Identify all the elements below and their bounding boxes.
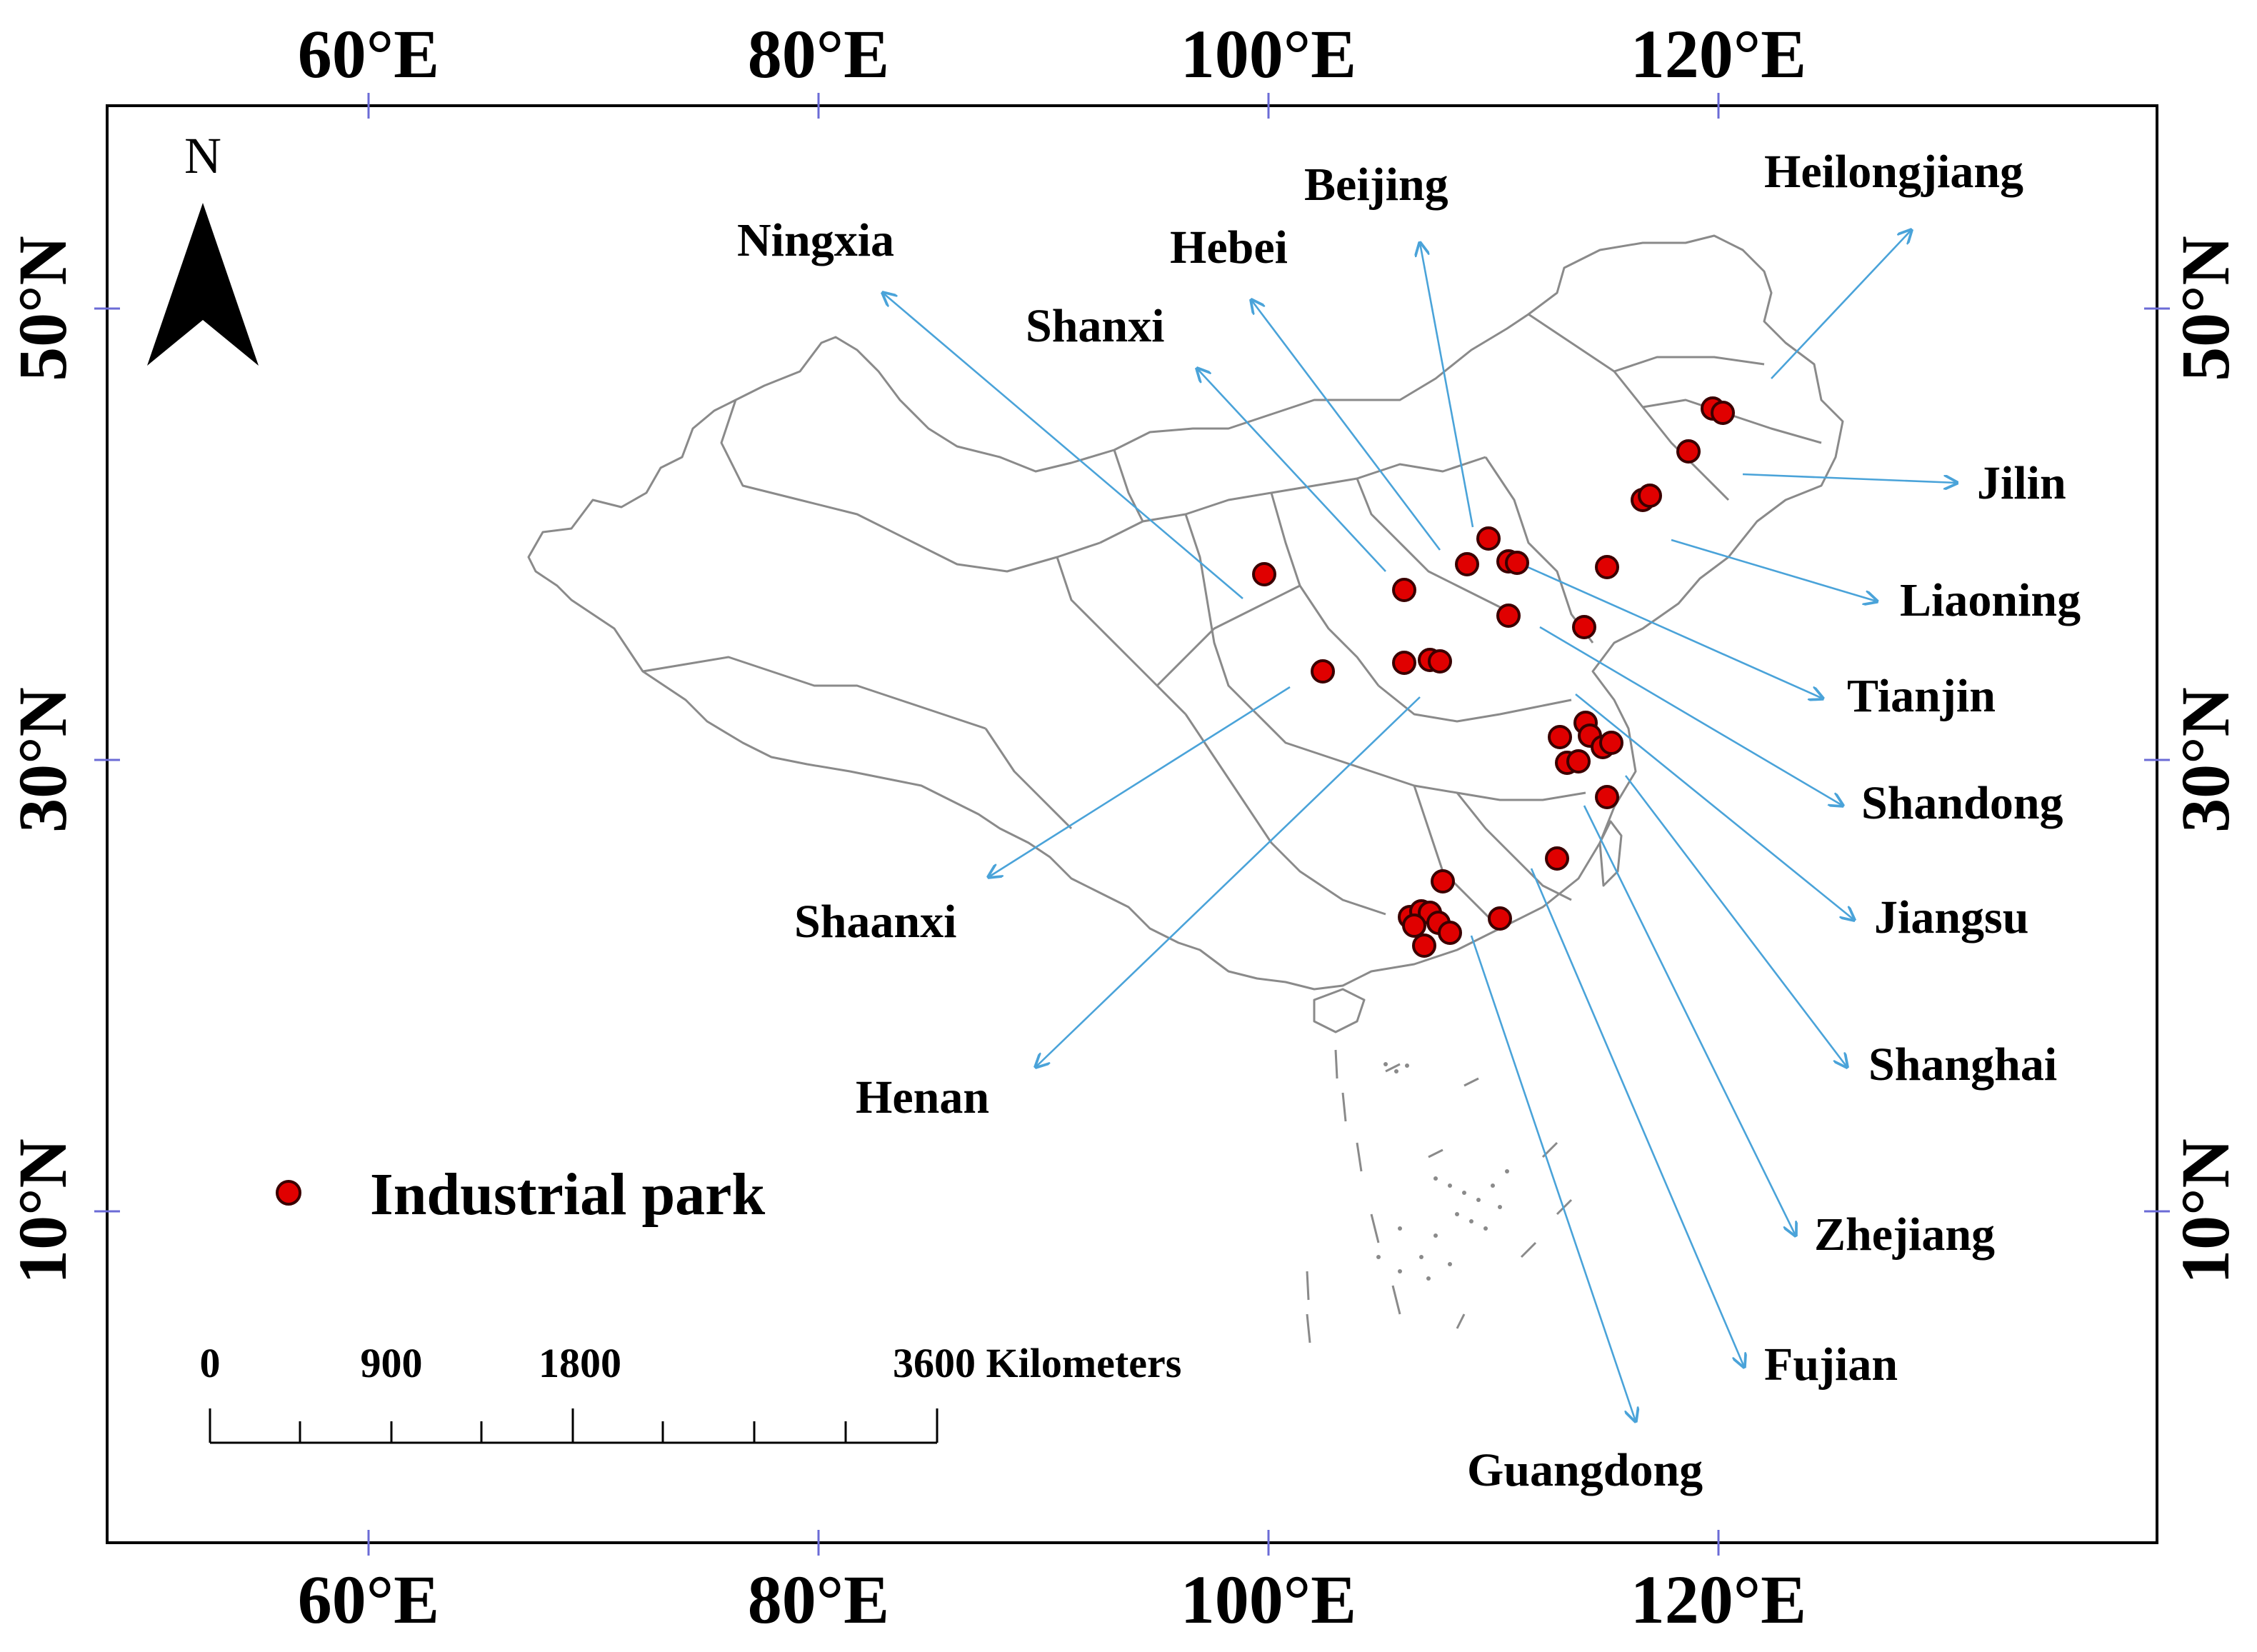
province-label-henan: Henan xyxy=(856,1071,989,1123)
scale-bar: 0 900 1800 3600 Kilometers xyxy=(200,1340,1181,1444)
legend-park-symbol xyxy=(276,1180,301,1206)
top-axis-label: 100°E xyxy=(1181,16,1356,92)
province-label-heilongjiang: Heilongjiang xyxy=(1764,146,2023,198)
province-label-shanxi: Shanxi xyxy=(1026,300,1164,352)
industrial-park-marker xyxy=(1505,551,1529,575)
industrial-park-marker xyxy=(1455,552,1479,576)
province-label-hebei: Hebei xyxy=(1170,221,1288,274)
industrial-park-marker xyxy=(1428,649,1452,674)
industrial-park-marker xyxy=(1548,725,1572,749)
province-label-beijing: Beijing xyxy=(1304,159,1448,211)
graticule-ticks xyxy=(94,93,2170,1556)
industrial-park-marker xyxy=(1438,921,1462,945)
province-label-shaanxi: Shaanxi xyxy=(794,896,956,948)
industrial-park-marker xyxy=(1638,484,1662,508)
scale-label: 900 xyxy=(361,1340,423,1386)
industrial-park-marker xyxy=(1595,555,1619,579)
industrial-park-marker xyxy=(1311,659,1335,684)
province-label-jilin: Jilin xyxy=(1977,457,2066,509)
industrial-park-marker xyxy=(1412,933,1436,958)
scale-label: 3600 Kilometers xyxy=(893,1340,1181,1386)
province-label-jiangsu: Jiangsu xyxy=(1874,891,2028,943)
province-label-liaoning: Liaoning xyxy=(1900,574,2081,626)
bottom-axis-label: 60°E xyxy=(298,1561,439,1638)
scale-label: 0 xyxy=(200,1340,221,1386)
north-label: N xyxy=(184,127,221,184)
top-axis-label: 120°E xyxy=(1631,16,1806,92)
right-axis-label: 50°N xyxy=(2167,236,2243,381)
left-axis-label: 30°N xyxy=(4,687,81,833)
north-arrow-icon: N xyxy=(147,127,259,366)
left-axis-label: 10°N xyxy=(4,1138,81,1284)
bottom-axis-label: 80°E xyxy=(748,1561,889,1638)
bottom-axis-label: 100°E xyxy=(1181,1561,1356,1638)
province-label-shanghai: Shanghai xyxy=(1868,1038,2057,1091)
province-label-guangdong: Guangdong xyxy=(1467,1444,1703,1496)
top-axis-label: 80°E xyxy=(748,16,889,92)
industrial-parks xyxy=(1252,396,1735,958)
industrial-park-marker xyxy=(1595,785,1619,809)
industrial-park-marker xyxy=(1545,846,1569,871)
right-axis-label: 10°N xyxy=(2167,1138,2243,1284)
industrial-park-marker xyxy=(1572,615,1596,639)
legend-label: Industrial park xyxy=(370,1161,765,1228)
industrial-park-marker xyxy=(1711,401,1735,425)
sea-islands xyxy=(1306,1049,1573,1343)
province-label-shandong: Shandong xyxy=(1861,777,2063,829)
industrial-park-marker xyxy=(1676,439,1701,464)
province-label-tianjin: Tianjin xyxy=(1847,670,1996,722)
china-map xyxy=(527,234,1844,1033)
map-frame xyxy=(106,104,2158,1544)
industrial-park-marker xyxy=(1496,604,1521,628)
industrial-park-marker xyxy=(1488,906,1512,931)
bottom-axis-label: 120°E xyxy=(1631,1561,1806,1638)
industrial-park-marker xyxy=(1476,526,1501,551)
industrial-park-marker xyxy=(1392,578,1416,602)
province-label-ningxia: Ningxia xyxy=(737,214,894,266)
left-axis-label: 50°N xyxy=(4,236,81,381)
industrial-park-marker xyxy=(1392,651,1416,675)
industrial-park-marker xyxy=(1402,913,1426,938)
right-axis-label: 30°N xyxy=(2167,687,2243,833)
industrial-park-marker xyxy=(1431,869,1455,893)
province-label-zhejiang: Zhejiang xyxy=(1814,1208,1995,1261)
top-axis-label: 60°E xyxy=(298,16,439,92)
industrial-park-marker xyxy=(1599,731,1623,755)
province-label-fujian: Fujian xyxy=(1764,1338,1898,1391)
island-dots xyxy=(1376,1062,1509,1281)
industrial-park-marker xyxy=(1566,749,1591,774)
industrial-park-marker xyxy=(1252,562,1276,586)
legend: Industrial park xyxy=(276,1161,765,1228)
scale-label: 1800 xyxy=(539,1340,621,1386)
leader-lines xyxy=(883,230,1957,1421)
